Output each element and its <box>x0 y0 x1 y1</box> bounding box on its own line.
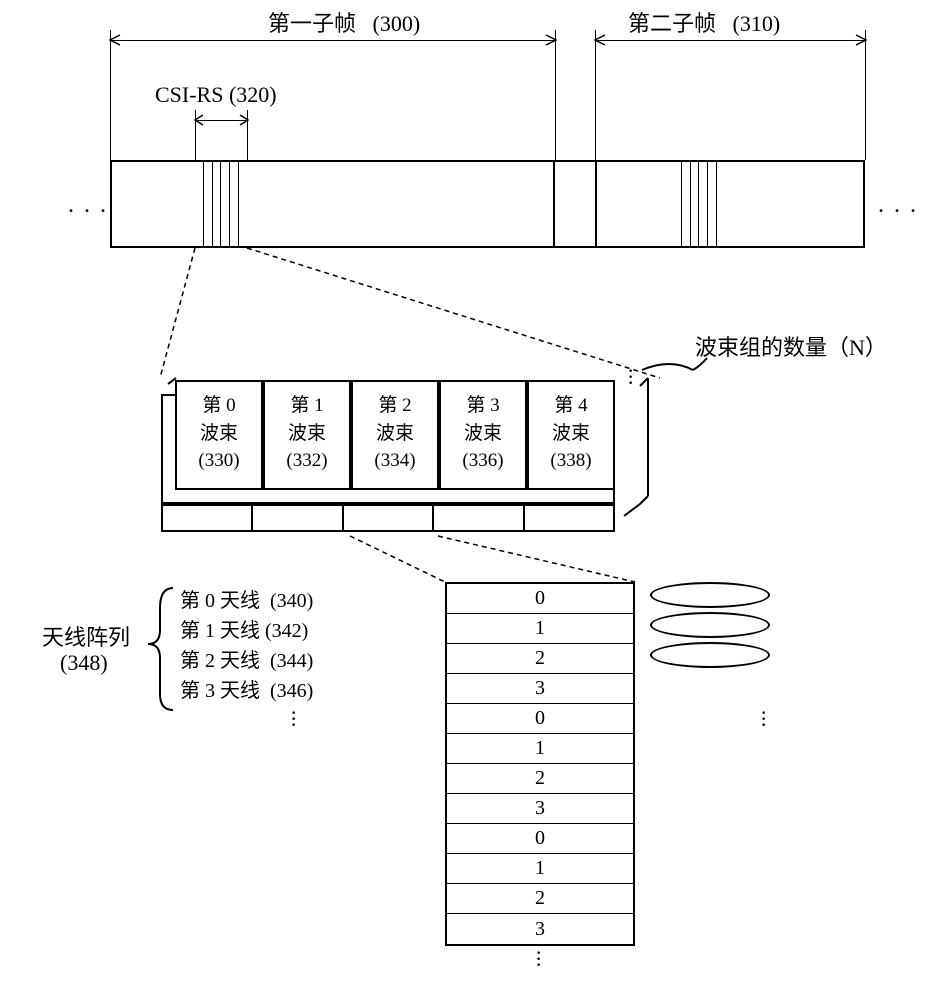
beam-ellipse <box>650 612 770 638</box>
ant-row: 1 <box>447 854 633 884</box>
diagram-root: 第一子帧 (300) 第二子帧 (310) CSI-RS (320) . . .… <box>0 0 943 1000</box>
beam-3: 第 3波束(336) <box>439 380 527 490</box>
beam-bottom-row <box>161 504 615 532</box>
beam-0: 第 0波束(330) <box>175 380 263 490</box>
ant0-label: 第 0 天线 (340) <box>180 584 313 613</box>
ant-row: 1 <box>447 734 633 764</box>
ant-row: 3 <box>447 674 633 704</box>
vdots: ··· <box>535 950 542 968</box>
beam-ellipse <box>650 582 770 608</box>
antenna-array-label: 天线阵列 <box>42 620 130 652</box>
ant-row: 0 <box>447 704 633 734</box>
ant-row: 2 <box>447 764 633 794</box>
beam-2: 第 2波束(334) <box>351 380 439 490</box>
beam-1: 第 1波束(332) <box>263 380 351 490</box>
antenna-array-num: (348) <box>60 650 108 676</box>
ant3-label: 第 3 天线 (346) <box>180 674 313 703</box>
ant-row: 0 <box>447 584 633 614</box>
ant1-label: 第 1 天线 (342) <box>180 614 308 643</box>
ant-row: 3 <box>447 794 633 824</box>
ant2-label: 第 2 天线 (344) <box>180 644 313 673</box>
vdots: ··· <box>290 710 297 728</box>
antenna-table: 0 1 2 3 0 1 2 3 0 1 2 3 <box>445 582 635 946</box>
ant-row: 1 <box>447 614 633 644</box>
ant-row: 2 <box>447 644 633 674</box>
ant-row: 0 <box>447 824 633 854</box>
beam-4: 第 4波束(338) <box>527 380 615 490</box>
vdots: ··· <box>760 710 767 728</box>
beam-ellipse <box>650 642 770 668</box>
ant-row: 2 <box>447 884 633 914</box>
vdots: ··· <box>627 368 634 386</box>
beam-group-label: 波束组的数量（N） <box>695 330 887 362</box>
